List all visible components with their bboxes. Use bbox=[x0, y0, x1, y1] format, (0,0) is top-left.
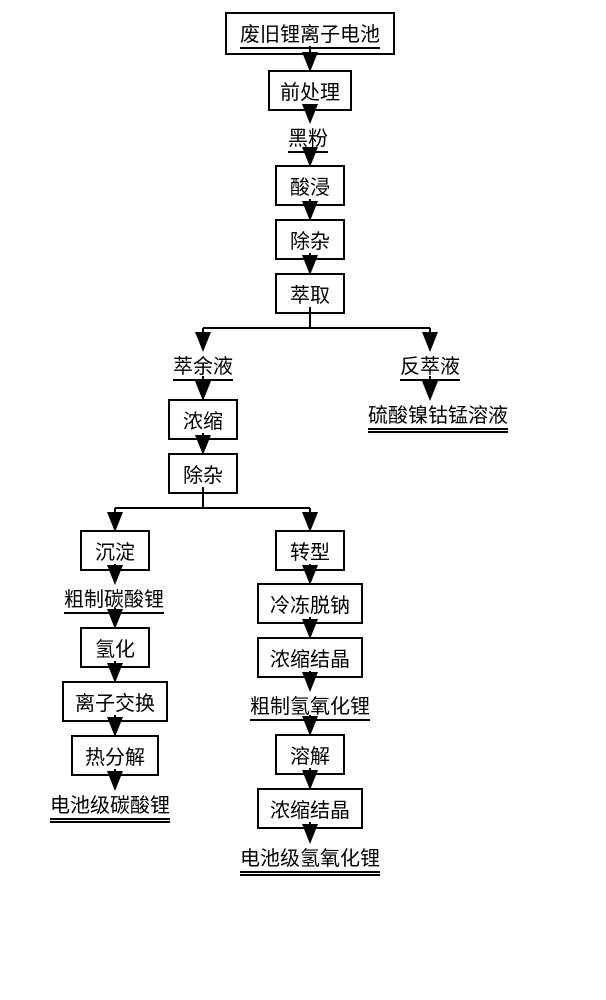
node-conc-cryst-1: 浓缩结晶 bbox=[257, 637, 363, 678]
label-battery-lioh: 电池级氢氧化锂 bbox=[240, 842, 380, 873]
node-label: 浓缩结晶 bbox=[270, 643, 350, 672]
node-extract: 萃取 bbox=[275, 273, 345, 314]
node-label: 离子交换 bbox=[75, 687, 155, 716]
node-label: 浓缩结晶 bbox=[270, 794, 350, 823]
node-precipitate: 沉淀 bbox=[80, 530, 150, 571]
node-label: 除杂 bbox=[290, 225, 330, 254]
node-label: 热分解 bbox=[85, 741, 145, 770]
node-label: 溶解 bbox=[290, 740, 330, 769]
node-label: 冷冻脱钠 bbox=[270, 589, 350, 618]
node-label: 沉淀 bbox=[95, 536, 135, 565]
node-conc-cryst-2: 浓缩结晶 bbox=[257, 788, 363, 829]
node-purify-1: 除杂 bbox=[275, 219, 345, 260]
node-waste-battery: 废旧锂离子电池 bbox=[225, 12, 395, 55]
node-label: 浓缩 bbox=[183, 405, 223, 434]
node-concentrate: 浓缩 bbox=[168, 399, 238, 440]
node-hydrogenate: 氢化 bbox=[80, 627, 150, 668]
label-battery-li2co3: 电池级碳酸锂 bbox=[50, 789, 170, 820]
node-dissolve: 溶解 bbox=[275, 734, 345, 775]
label-nicomn-solution: 硫酸镍钴锰溶液 bbox=[368, 399, 508, 430]
node-label: 废旧锂离子电池 bbox=[240, 18, 380, 49]
node-label: 萃取 bbox=[290, 279, 330, 308]
node-transform: 转型 bbox=[275, 530, 345, 571]
node-purify-2: 除杂 bbox=[168, 453, 238, 494]
label-strip: 反萃液 bbox=[400, 350, 460, 381]
node-thermal-decomp: 热分解 bbox=[71, 735, 159, 776]
node-label: 除杂 bbox=[183, 459, 223, 488]
label-raffinate: 萃余液 bbox=[173, 350, 233, 381]
node-pretreatment: 前处理 bbox=[268, 70, 352, 111]
label-crude-li2co3: 粗制碳酸锂 bbox=[64, 583, 164, 614]
node-freeze-desodium: 冷冻脱钠 bbox=[257, 583, 363, 624]
node-ion-exchange: 离子交换 bbox=[62, 681, 168, 722]
node-label: 酸浸 bbox=[290, 171, 330, 200]
node-label: 氢化 bbox=[95, 633, 135, 662]
node-acid-leach: 酸浸 bbox=[275, 165, 345, 206]
node-label: 转型 bbox=[290, 536, 330, 565]
node-label: 前处理 bbox=[280, 76, 340, 105]
label-crude-lioh: 粗制氢氧化锂 bbox=[250, 690, 370, 721]
label-black-powder: 黑粉 bbox=[288, 122, 328, 153]
